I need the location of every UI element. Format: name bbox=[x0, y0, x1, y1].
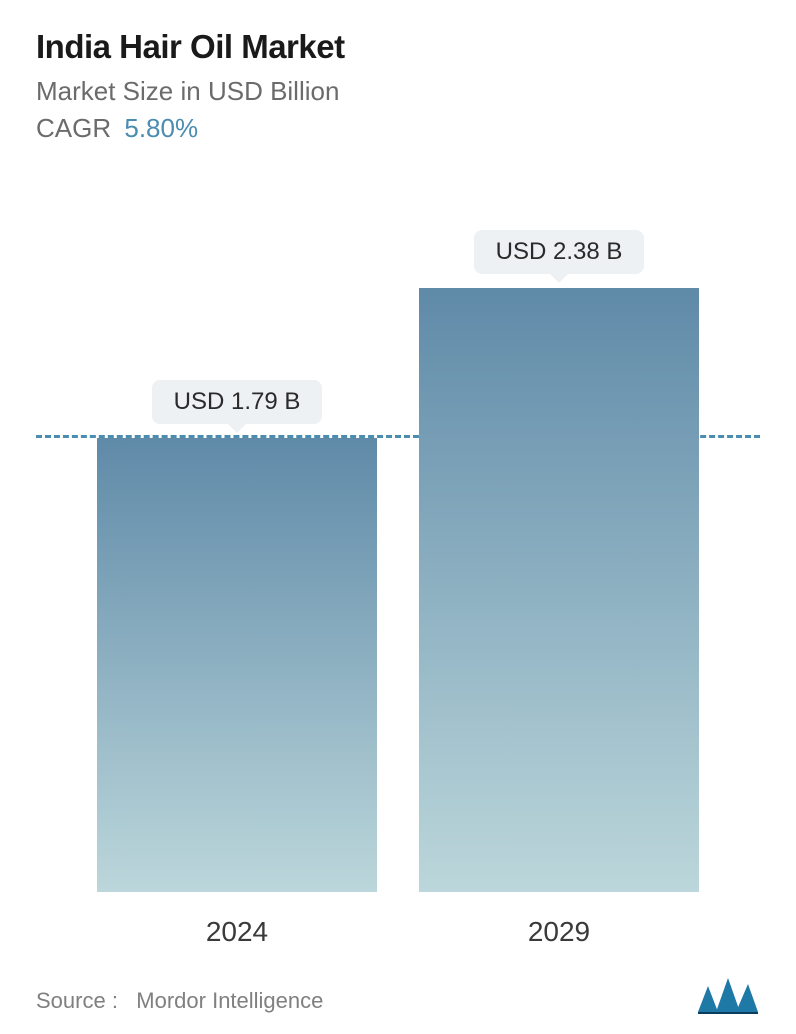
cagr-row: CAGR 5.80% bbox=[36, 113, 760, 144]
x-axis-label: 2029 bbox=[419, 916, 699, 948]
bars-wrapper: USD 1.79 B USD 2.38 B bbox=[36, 202, 760, 892]
chart-footer: Source : Mordor Intelligence bbox=[36, 948, 760, 1014]
value-pill: USD 2.38 B bbox=[474, 230, 645, 274]
chart-header: India Hair Oil Market Market Size in USD… bbox=[36, 28, 760, 152]
source-name: Mordor Intelligence bbox=[136, 988, 323, 1013]
bar bbox=[97, 438, 377, 892]
x-axis-labels: 2024 2029 bbox=[36, 902, 760, 948]
source-text: Source : Mordor Intelligence bbox=[36, 988, 323, 1014]
source-label: Source : bbox=[36, 988, 118, 1013]
chart-title: India Hair Oil Market bbox=[36, 28, 760, 66]
cagr-value: 5.80% bbox=[124, 113, 198, 143]
brand-logo-icon bbox=[696, 974, 760, 1014]
bar bbox=[419, 288, 699, 892]
chart-subtitle: Market Size in USD Billion bbox=[36, 76, 760, 107]
chart-plot-area: USD 1.79 B USD 2.38 B bbox=[36, 202, 760, 892]
chart-container: India Hair Oil Market Market Size in USD… bbox=[0, 0, 796, 1034]
bar-group: USD 2.38 B bbox=[419, 230, 699, 892]
x-axis-label: 2024 bbox=[97, 916, 377, 948]
value-pill: USD 1.79 B bbox=[152, 380, 323, 424]
cagr-label: CAGR bbox=[36, 113, 111, 143]
bar-group: USD 1.79 B bbox=[97, 380, 377, 892]
